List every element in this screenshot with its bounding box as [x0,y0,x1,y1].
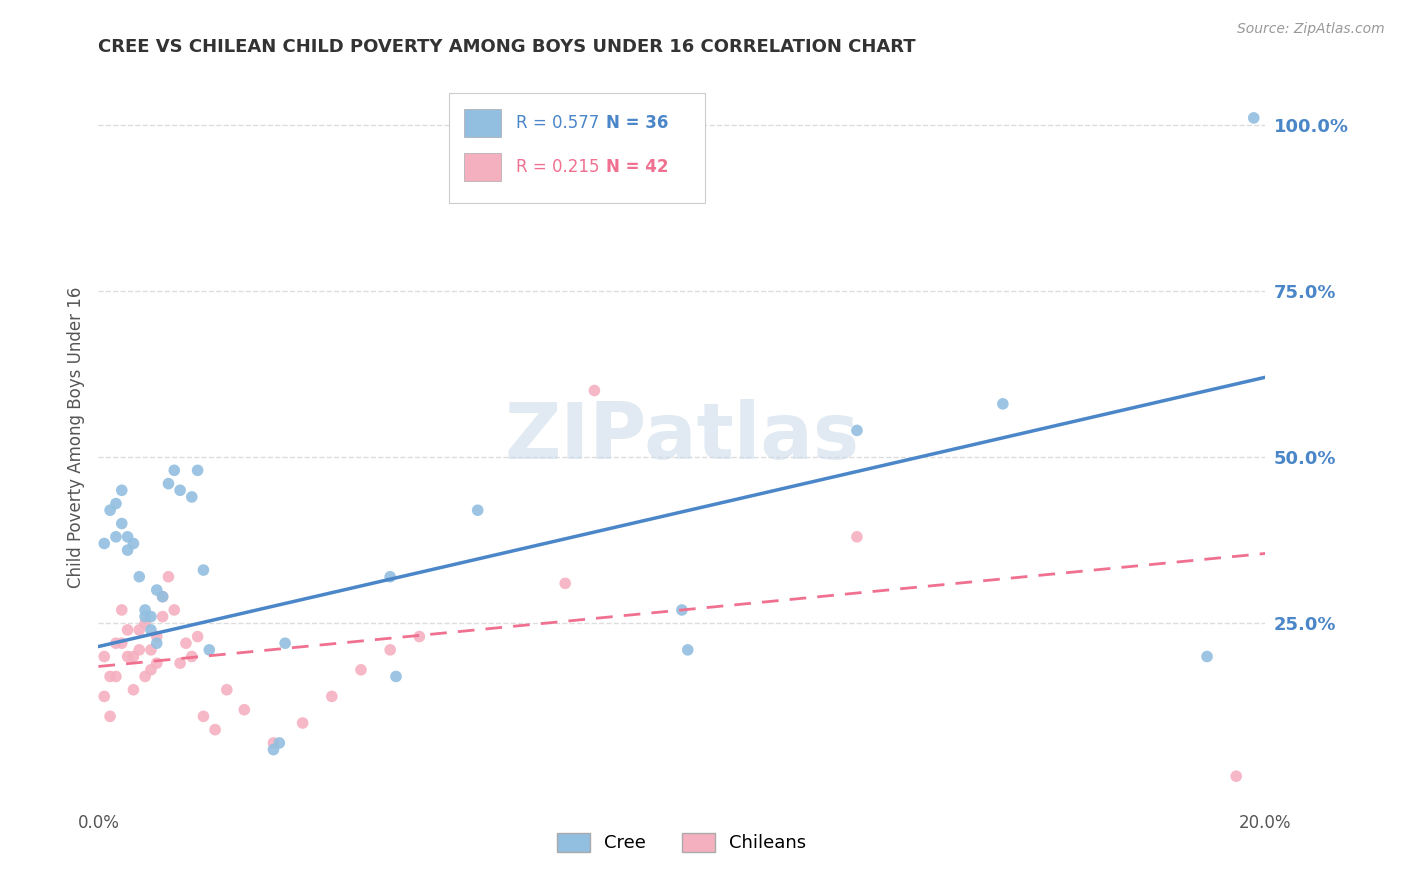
Point [139,643,162,657]
Text: CREE VS CHILEAN CHILD POVERTY AMONG BOYS UNDER 16 CORRELATION CHART: CREE VS CHILEAN CHILD POVERTY AMONG BOYS… [98,38,917,56]
Point [233,703,256,717]
Point [122,649,145,664]
Point [146,636,169,650]
Point [117,530,139,544]
Point [134,669,156,683]
Point [98,669,121,683]
FancyBboxPatch shape [449,94,706,203]
Point [104,636,127,650]
Point [152,590,174,604]
Text: N = 42: N = 42 [606,158,669,177]
Text: R = 0.577: R = 0.577 [516,114,599,132]
Point [134,609,156,624]
Point [139,663,162,677]
Point [169,656,191,670]
Point [385,669,408,683]
Point [1225,769,1247,783]
Point [676,643,699,657]
Point [134,616,156,631]
Point [93,690,115,704]
Point [163,603,186,617]
Point [380,643,402,657]
Point [321,690,343,704]
Point [122,536,145,550]
Point [152,590,174,604]
Point [98,503,121,517]
Point [174,636,197,650]
Text: Source: ZipAtlas.com: Source: ZipAtlas.com [1237,22,1385,37]
Text: N = 36: N = 36 [606,114,668,132]
Point [111,483,134,498]
Point [128,570,150,584]
Point [146,630,169,644]
FancyBboxPatch shape [464,110,501,137]
Point [93,649,115,664]
Legend: Cree, Chileans: Cree, Chileans [550,826,814,860]
Point [274,636,297,650]
Point [157,570,180,584]
Point [193,709,215,723]
Point [152,609,174,624]
Point [111,516,134,531]
Point [187,630,209,644]
Text: R = 0.215: R = 0.215 [516,158,600,177]
Point [111,636,134,650]
Point [180,490,202,504]
Point [291,716,314,731]
Point [262,736,284,750]
Point [180,649,202,664]
Point [163,463,186,477]
Point [98,709,121,723]
Point [269,736,291,750]
Point [198,643,221,657]
Point [1243,111,1265,125]
Point [991,397,1014,411]
Point [193,563,215,577]
Point [204,723,226,737]
Point [104,497,127,511]
Point [846,530,869,544]
FancyBboxPatch shape [464,153,501,181]
Point [139,623,162,637]
Point [111,603,134,617]
Point [104,530,127,544]
Point [104,669,127,683]
Point [350,663,373,677]
Text: ZIPatlas: ZIPatlas [505,399,859,475]
Point [146,656,169,670]
Point [554,576,576,591]
Point [169,483,191,498]
Point [380,570,402,584]
Point [146,582,169,597]
Point [215,682,238,697]
Point [139,609,162,624]
Point [157,476,180,491]
Point [117,543,139,558]
Point [1195,649,1218,664]
Point [467,503,489,517]
Point [117,623,139,637]
Point [128,623,150,637]
Y-axis label: Child Poverty Among Boys Under 16: Child Poverty Among Boys Under 16 [66,286,84,588]
Point [408,630,430,644]
Point [117,649,139,664]
Point [134,603,156,617]
Point [93,536,115,550]
Point [262,742,284,756]
Point [187,463,209,477]
Point [128,643,150,657]
Point [583,384,606,398]
Point [846,424,869,438]
Point [671,603,693,617]
Point [122,682,145,697]
